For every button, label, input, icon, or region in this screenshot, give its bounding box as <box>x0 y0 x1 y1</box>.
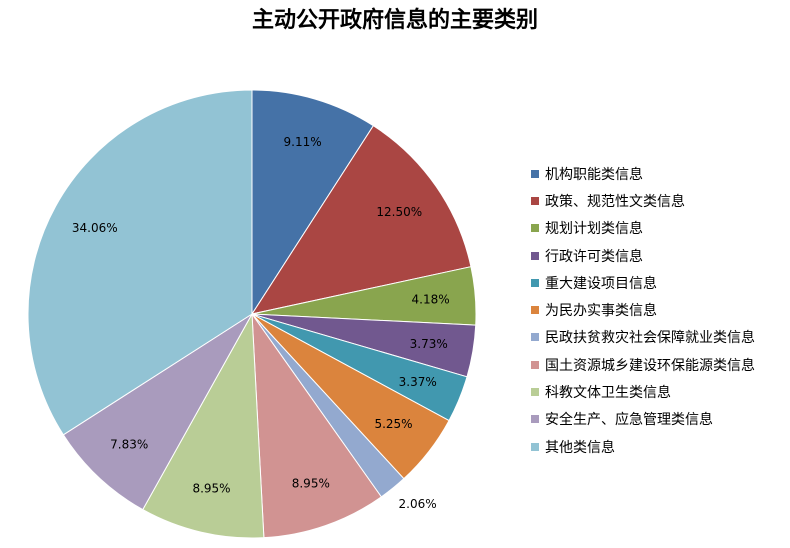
legend-item: 行政许可类信息 <box>531 242 755 269</box>
legend-label: 民政扶贫救灾社会保障就业类信息 <box>545 330 755 347</box>
slice-data-label: 3.73% <box>410 337 448 351</box>
legend-label: 重大建设项目信息 <box>545 275 657 292</box>
legend-item: 科教文体卫生类信息 <box>531 378 755 405</box>
legend-item: 其他类信息 <box>531 433 755 460</box>
legend-swatch <box>531 415 539 424</box>
legend-swatch <box>531 360 539 369</box>
pie-slice <box>142 312 265 539</box>
legend-swatch <box>531 333 539 342</box>
pie-slice <box>62 313 253 511</box>
legend-swatch <box>531 251 539 260</box>
legend-item: 民政扶贫救灾社会保障就业类信息 <box>531 324 755 351</box>
legend-item: 政策、规范性文类信息 <box>531 187 755 214</box>
slice-data-label: 4.18% <box>412 292 450 306</box>
slice-data-label: 7.83% <box>110 438 148 452</box>
legend-swatch <box>531 278 539 287</box>
pie-slice <box>27 89 253 436</box>
pie-slice <box>250 125 472 315</box>
pie-slice <box>251 89 375 316</box>
chart-title: 主动公开政府信息的主要类别 <box>251 7 538 33</box>
slice-data-label: 34.06% <box>72 221 118 235</box>
legend-label: 科教文体卫生类信息 <box>545 385 671 402</box>
slice-data-label: 9.11% <box>284 135 322 149</box>
legend-label: 国土资源城乡建设环保能源类信息 <box>545 357 755 374</box>
slice-data-label: 2.06% <box>399 497 437 511</box>
chart-legend: 机构职能类信息政策、规范性文类信息 规划计划类信息 行政许可类信息 重大建设项目信息为… <box>531 160 755 460</box>
legend-item: 重大建设项目信息 <box>531 269 755 296</box>
legend-swatch <box>531 388 539 397</box>
legend-item: 规划计划类信息 <box>531 215 755 242</box>
legend-label: 行政许可类信息 <box>545 248 643 265</box>
legend-swatch <box>531 224 539 233</box>
legend-swatch <box>531 169 539 178</box>
slice-data-label: 12.50% <box>376 205 422 219</box>
legend-label: 机构职能类信息 <box>545 166 643 183</box>
legend-item: 安全生产、应急管理类信息 <box>531 406 755 433</box>
legend-label: 规划计划类信息 <box>545 221 643 238</box>
legend-swatch <box>531 442 539 451</box>
slice-data-label: 8.95% <box>292 476 330 490</box>
legend-item: 机构职能类信息 <box>531 160 755 187</box>
legend-label: 其他类信息 <box>545 439 615 456</box>
legend-label: 安全生产、应急管理类信息 <box>545 412 713 429</box>
slice-data-label: 8.95% <box>192 482 230 496</box>
slice-data-label: 3.37% <box>399 375 437 389</box>
slice-data-label: 5.25% <box>374 417 412 431</box>
legend-item: 为民办实事类信息 <box>531 296 755 323</box>
pie-slice <box>251 312 383 539</box>
legend-swatch <box>531 306 539 315</box>
legend-item: 国土资源城乡建设环保能源类信息 <box>531 351 755 378</box>
legend-swatch <box>531 196 539 205</box>
legend-label: 政策、规范性文类信息 <box>545 193 685 210</box>
legend-label: 为民办实事类信息 <box>545 303 657 320</box>
